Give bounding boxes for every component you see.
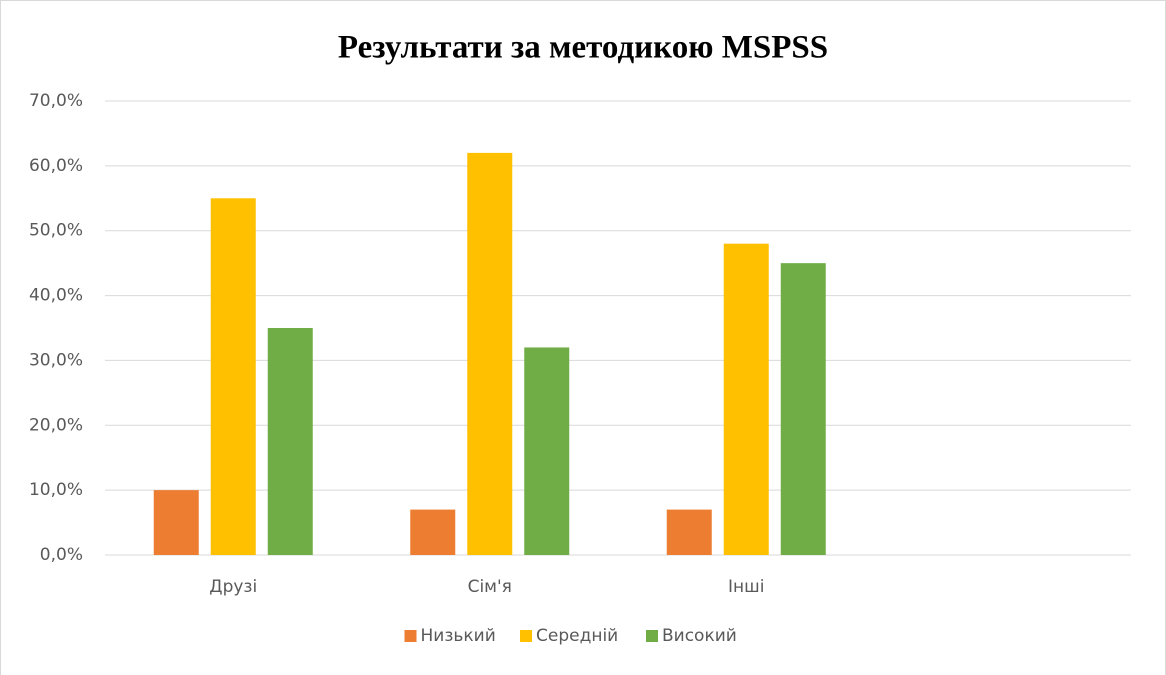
y-tick-label: 10,0%: [29, 480, 83, 500]
legend-swatch: [404, 630, 417, 642]
legend-swatch: [646, 630, 658, 642]
bar: [410, 509, 456, 555]
bar: [666, 509, 712, 555]
legend-label: Високий: [662, 626, 737, 646]
x-tick-label: Сім'я: [468, 577, 512, 597]
y-tick-label: 30,0%: [29, 350, 83, 370]
y-tick-label: 20,0%: [29, 415, 83, 435]
bar: [467, 152, 513, 555]
bar: [210, 198, 256, 556]
legend-swatch: [520, 630, 532, 642]
bar: [780, 263, 826, 555]
x-tick-label: Інші: [728, 577, 764, 597]
legend-label: Середній: [536, 626, 618, 646]
bar: [267, 328, 313, 555]
bar: [153, 490, 199, 555]
bar: [524, 347, 570, 555]
legend-label: Низький: [421, 626, 496, 646]
y-tick-label: 70,0%: [29, 91, 83, 111]
x-tick-label: Друзі: [209, 577, 257, 597]
y-tick-label: 0,0%: [40, 545, 83, 565]
y-tick-label: 50,0%: [29, 221, 83, 241]
bar: [723, 243, 769, 555]
y-tick-label: 60,0%: [29, 156, 83, 176]
y-tick-label: 40,0%: [29, 286, 83, 306]
chart-title: Результати за методикою MSPSS: [338, 30, 828, 66]
